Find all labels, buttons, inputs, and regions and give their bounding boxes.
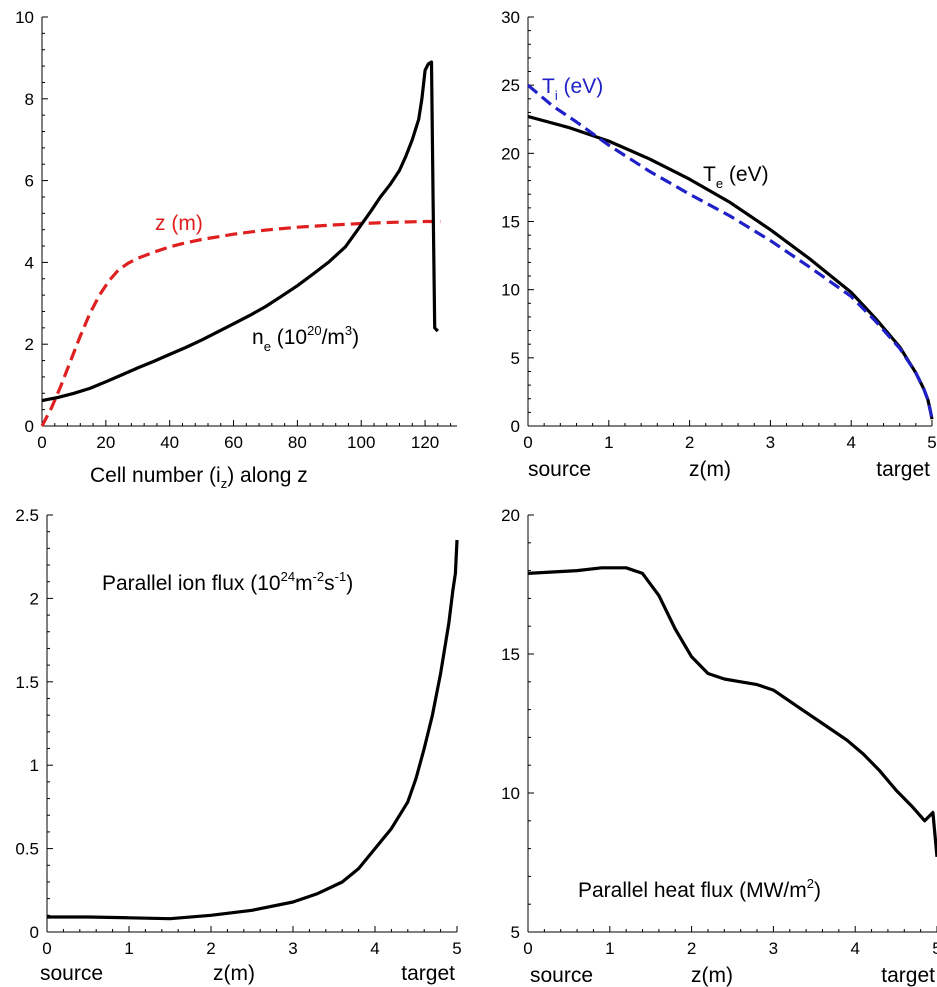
y-tick-label: 2	[30, 589, 39, 608]
x-tick-label: 0	[523, 433, 532, 452]
x-tick-label: 20	[96, 433, 115, 452]
panel-ion-flux-xlabel-right: target	[401, 962, 455, 985]
panel-heat-flux-xlabel-right: target	[881, 964, 935, 987]
label-ti: Ti (eV)	[542, 75, 603, 103]
y-tick-label: 10	[15, 8, 34, 27]
y-tick-label: 5	[511, 923, 520, 942]
x-tick-label: 3	[288, 939, 297, 958]
panel-temperature-series	[526, 83, 934, 420]
x-tick-label: 0	[37, 433, 46, 452]
x-tick-label: 1	[124, 939, 133, 958]
y-tick-label: 6	[25, 172, 34, 191]
x-tick-label: 60	[224, 433, 243, 452]
label-z: z (m)	[155, 212, 203, 235]
panel-ion-flux-xlabel: z(m)	[213, 962, 255, 985]
x-tick-label: 2	[206, 939, 215, 958]
y-tick-label: 25	[501, 76, 520, 95]
y-tick-label: 20	[501, 506, 520, 525]
y-tick-label: 4	[25, 253, 34, 272]
panel-heat-flux-axes: 5 10 15 20 0 1 2 3 4 5	[501, 506, 937, 958]
panel-density-xlabel: Cell number (iz) along z	[90, 464, 308, 491]
y-tick-label: 30	[501, 8, 520, 27]
series-line	[527, 566, 937, 858]
y-tick-label: 1.5	[15, 673, 39, 692]
series-line	[526, 83, 934, 420]
panel-heat-flux-xlabel: z(m)	[691, 964, 733, 987]
panel-heat-flux-series	[527, 566, 937, 858]
panel-heat-flux: 5 10 15 20 0 1 2 3 4 5 source z(m) target Paralle…	[501, 506, 937, 987]
panel-temperature-axes: 0 5 10 15 20 25 30 0 1 2 3 4 5	[501, 8, 937, 452]
panel-temperature-xlabel-right: target	[876, 458, 930, 481]
y-tick-label: 2	[25, 335, 34, 354]
y-tick-label: 2.5	[15, 506, 39, 525]
label-ne: ne (1020/m3)	[252, 323, 359, 354]
panel-ion-flux: 0 0.5 1 1.5 2 2.5 0 1 2 3 4 5 source z(m) target Pa…	[15, 506, 461, 985]
label-ion-flux: Parallel ion flux (1024m-2s-1)	[102, 569, 353, 595]
x-tick-label: 3	[766, 433, 775, 452]
label-te: Te (eV)	[703, 163, 769, 191]
x-tick-label: 0	[42, 939, 51, 958]
x-tick-label: 1	[604, 433, 613, 452]
x-tick-label: 4	[846, 433, 855, 452]
y-tick-label: 10	[501, 784, 520, 803]
y-tick-label: 15	[501, 645, 520, 664]
y-tick-label: 0.5	[15, 840, 39, 859]
x-tick-label: 2	[685, 433, 694, 452]
x-tick-label: 5	[927, 433, 936, 452]
panel-temperature-xlabel-left: source	[528, 458, 591, 481]
panel-ion-flux-axes: 0 0.5 1 1.5 2 2.5 0 1 2 3 4 5	[15, 506, 461, 958]
y-tick-label: 1	[30, 756, 39, 775]
series-line	[47, 539, 459, 921]
series-line	[527, 114, 934, 420]
y-tick-label: 10	[501, 281, 520, 300]
y-tick-label: 0	[30, 923, 39, 942]
label-heat-flux: Parallel heat flux (MW/m2)	[578, 876, 821, 902]
x-tick-label: 0	[523, 939, 532, 958]
panel-ion-flux-series	[47, 539, 459, 921]
y-tick-label: 15	[501, 213, 520, 232]
x-tick-label: 5	[932, 939, 937, 958]
x-tick-label: 100	[347, 433, 375, 452]
y-tick-label: 20	[501, 144, 520, 163]
x-tick-label: 1	[605, 939, 614, 958]
series-line	[40, 219, 441, 427]
x-tick-label: 4	[850, 939, 859, 958]
panel-ion-flux-xlabel-left: source	[40, 962, 103, 985]
panel-heat-flux-xlabel-left: source	[530, 964, 593, 987]
y-tick-label: 5	[511, 349, 520, 368]
x-tick-label: 2	[687, 939, 696, 958]
x-tick-label: 5	[452, 939, 461, 958]
x-tick-label: 40	[160, 433, 179, 452]
x-tick-label: 4	[370, 939, 379, 958]
y-tick-label: 0	[511, 417, 520, 436]
panel-temperature-xlabel: z(m)	[689, 458, 731, 481]
x-tick-label: 120	[411, 433, 439, 452]
panel-temperature: 0 5 10 15 20 25 30 0 1 2 3 4 5 source z(m) target Ti…	[501, 8, 937, 481]
y-tick-label: 8	[25, 90, 34, 109]
y-tick-label: 0	[25, 417, 34, 436]
series-line	[41, 60, 439, 403]
panel-density-series	[40, 60, 441, 427]
x-tick-label: 3	[769, 939, 778, 958]
x-tick-label: 80	[288, 433, 307, 452]
